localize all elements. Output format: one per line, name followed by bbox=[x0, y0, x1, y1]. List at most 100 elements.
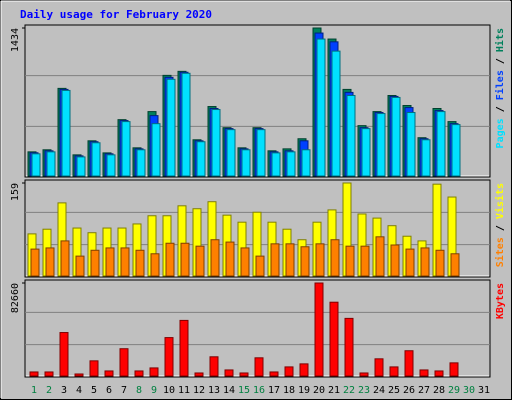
bar bbox=[419, 369, 429, 377]
bar bbox=[404, 350, 414, 377]
bar bbox=[434, 370, 444, 377]
bar bbox=[271, 152, 281, 177]
bar bbox=[359, 372, 369, 377]
bar bbox=[179, 319, 189, 377]
bar bbox=[361, 128, 371, 177]
bar bbox=[329, 301, 339, 377]
bar bbox=[421, 139, 431, 177]
bar bbox=[31, 153, 41, 177]
legend-separator: / bbox=[495, 52, 506, 70]
bar bbox=[134, 370, 144, 377]
x-tick-label: 19 bbox=[298, 385, 310, 396]
bar bbox=[224, 369, 234, 377]
bar bbox=[106, 154, 116, 177]
bar bbox=[151, 123, 161, 177]
x-tick-label: 18 bbox=[283, 385, 295, 396]
bar bbox=[104, 370, 114, 377]
x-tick-label: 6 bbox=[106, 385, 112, 396]
chart-title: Daily usage for February 2020 bbox=[20, 8, 212, 21]
bar bbox=[389, 366, 399, 377]
bar bbox=[44, 371, 54, 377]
bar bbox=[376, 113, 386, 177]
bar bbox=[269, 371, 279, 377]
bar bbox=[406, 112, 416, 177]
bar bbox=[344, 317, 354, 377]
x-tick-label: 8 bbox=[136, 385, 142, 396]
x-tick-label: 10 bbox=[163, 385, 175, 396]
bar bbox=[330, 239, 340, 277]
bar bbox=[121, 121, 131, 177]
x-tick-label: 12 bbox=[193, 385, 205, 396]
bar bbox=[346, 94, 356, 177]
bar bbox=[390, 244, 400, 277]
bar bbox=[284, 366, 294, 377]
bar bbox=[136, 149, 146, 177]
bar bbox=[135, 249, 145, 277]
bar bbox=[375, 236, 385, 277]
y-tick-label: 1434 bbox=[10, 28, 21, 52]
bar bbox=[209, 356, 219, 377]
bar bbox=[226, 129, 236, 177]
bar bbox=[91, 142, 101, 177]
bar bbox=[299, 363, 309, 377]
bar bbox=[165, 242, 175, 277]
x-tick-label: 9 bbox=[151, 385, 157, 396]
bar bbox=[374, 358, 384, 377]
bar bbox=[314, 282, 324, 377]
bar bbox=[196, 141, 206, 177]
x-tick-label: 25 bbox=[388, 385, 400, 396]
x-tick-label: 30 bbox=[463, 385, 475, 396]
x-tick-label: 22 bbox=[343, 385, 355, 396]
bar bbox=[285, 243, 295, 277]
bar bbox=[181, 72, 191, 177]
bar bbox=[405, 248, 415, 277]
x-tick-label: 31 bbox=[478, 385, 490, 396]
bar bbox=[300, 246, 310, 277]
bar bbox=[255, 255, 265, 277]
x-tick-label: 13 bbox=[208, 385, 220, 396]
x-tick-label: 3 bbox=[61, 385, 67, 396]
x-tick-label: 21 bbox=[328, 385, 340, 396]
x-tick-label: 27 bbox=[418, 385, 430, 396]
bar bbox=[211, 109, 221, 177]
bar bbox=[74, 373, 84, 377]
legend-separator: / bbox=[495, 100, 506, 118]
legend-entry: Sites bbox=[494, 237, 506, 267]
bar bbox=[436, 111, 446, 177]
x-tick-label: 7 bbox=[121, 385, 127, 396]
legend-entry: Hits bbox=[494, 28, 506, 52]
bar bbox=[61, 89, 71, 177]
bar bbox=[391, 96, 401, 177]
bar bbox=[194, 372, 204, 377]
bar bbox=[450, 253, 460, 277]
legend: Pages / Files / Hits bbox=[494, 28, 506, 148]
legend: Sites / Visits bbox=[494, 183, 506, 267]
x-tick-label: 16 bbox=[253, 385, 265, 396]
bar bbox=[119, 348, 129, 377]
bar bbox=[46, 151, 56, 177]
bar bbox=[315, 243, 325, 277]
x-tick-label: 20 bbox=[313, 385, 325, 396]
x-tick-label: 11 bbox=[178, 385, 190, 396]
bar bbox=[150, 253, 160, 277]
bar bbox=[195, 245, 205, 277]
x-tick-label: 24 bbox=[373, 385, 385, 396]
bar bbox=[105, 247, 115, 277]
bar bbox=[254, 357, 264, 377]
x-tick-label: 15 bbox=[238, 385, 250, 396]
bar bbox=[420, 247, 430, 277]
bar bbox=[240, 247, 250, 277]
x-tick-label: 26 bbox=[403, 385, 415, 396]
bar bbox=[120, 247, 130, 277]
legend-entry: Files bbox=[494, 70, 506, 100]
bar bbox=[210, 239, 220, 277]
bar bbox=[225, 241, 235, 277]
bar bbox=[60, 240, 70, 277]
bar bbox=[435, 249, 445, 277]
bar bbox=[286, 151, 296, 177]
x-tick-label: 23 bbox=[358, 385, 370, 396]
bar bbox=[449, 362, 459, 377]
bar bbox=[149, 367, 159, 377]
y-tick-label: 159 bbox=[10, 183, 21, 201]
bar bbox=[75, 255, 85, 277]
